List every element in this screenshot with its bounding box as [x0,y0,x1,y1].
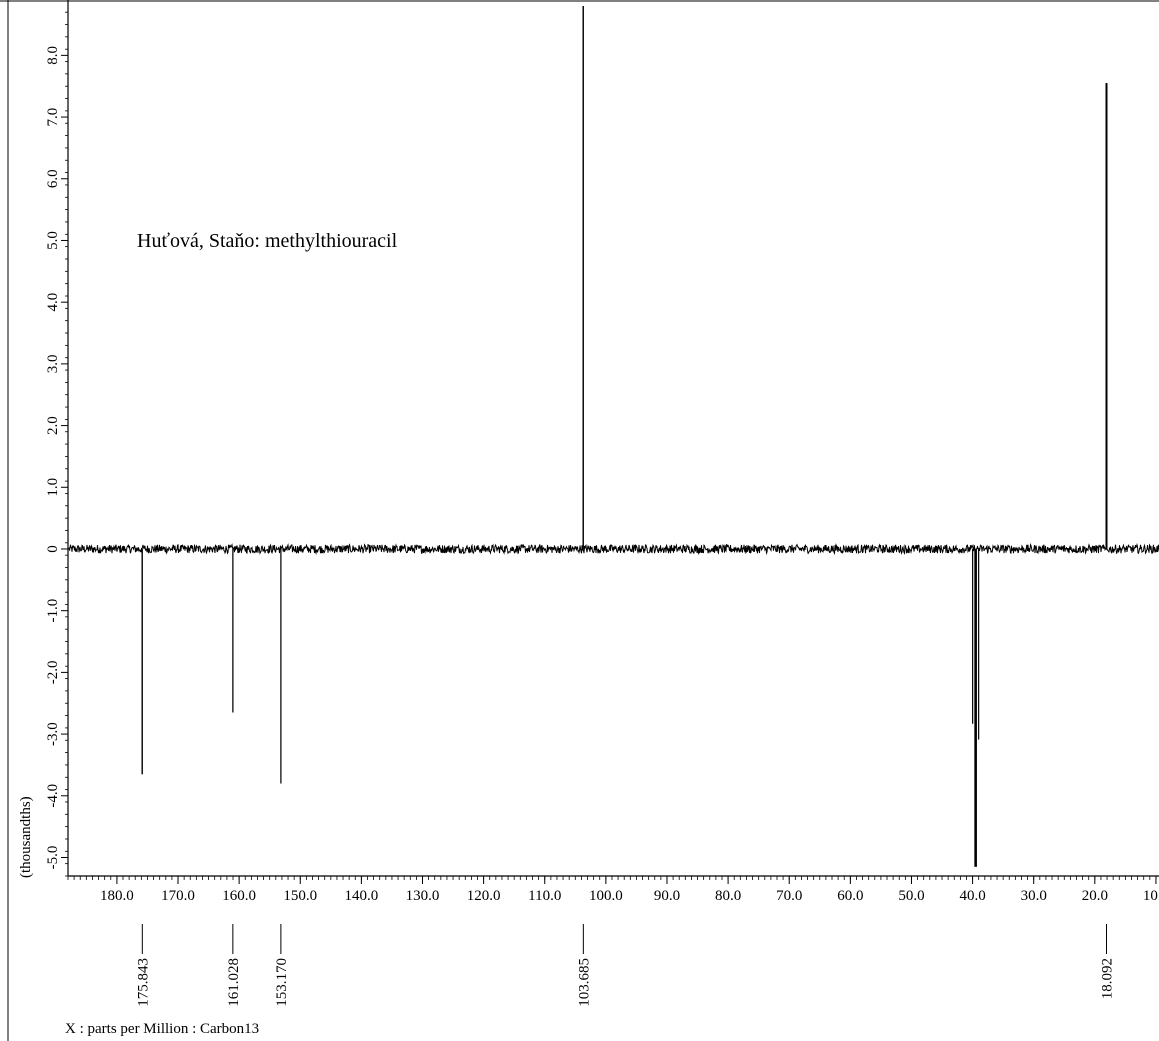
y-tick-label: -5.0 [45,846,61,870]
y-tick-label: 7.0 [45,108,61,127]
y-tick-label: 6.0 [45,169,61,188]
x-axis-label: X : parts per Million : Carbon13 [65,1021,259,1037]
x-tick-label: 100.0 [589,888,623,904]
x-tick-label: 40.0 [959,888,985,904]
x-tick-label: 160.0 [222,888,256,904]
y-tick-label: 4.0 [45,293,61,312]
y-tick-label: -1.0 [45,599,61,623]
peak-label: 161.028 [226,958,242,1007]
y-tick-label: 8.0 [45,46,61,65]
y-tick-label: -2.0 [45,661,61,685]
x-tick-label: 90.0 [654,888,680,904]
y-tick-label: 1.0 [45,478,61,497]
y-tick-label: -3.0 [45,722,61,746]
x-tick-label: 50.0 [898,888,924,904]
x-tick-label: 170.0 [161,888,195,904]
x-tick-label: 20.0 [1082,888,1108,904]
x-tick-label: 150.0 [283,888,317,904]
peak-label: 153.170 [274,958,290,1007]
x-tick-label: 140.0 [345,888,379,904]
y-tick-label: 5.0 [45,231,61,250]
y-tick-label: 3.0 [45,354,61,373]
x-tick-label: 130.0 [406,888,440,904]
x-tick-label: 30.0 [1021,888,1047,904]
peak-label: 103.685 [576,958,592,1007]
x-tick-label: 110.0 [528,888,561,904]
spectrum-trace [68,6,1159,867]
x-tick-label: 80.0 [715,888,741,904]
peak-label: 18.092 [1099,958,1115,999]
y-tick-label: 0 [45,545,61,553]
x-tick-label: 70.0 [776,888,802,904]
x-tick-label: 120.0 [467,888,501,904]
x-tick-label: 60.0 [837,888,863,904]
peak-label: 175.843 [135,958,151,1007]
x-tick-label: 180.0 [100,888,134,904]
chart-annotation: Huťová, Staňo: methylthiouracil [137,230,398,252]
y-axis-label: (thousandths) [18,796,34,878]
y-tick-label: -4.0 [45,784,61,808]
y-tick-label: 2.0 [45,416,61,435]
x-tick-label: 10.0 [1143,888,1159,904]
